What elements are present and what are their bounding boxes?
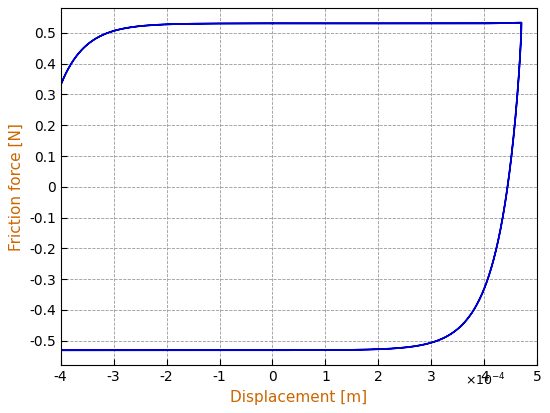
Y-axis label: Friction force [N]: Friction force [N] <box>8 123 23 251</box>
X-axis label: Displacement [m]: Displacement [m] <box>230 390 367 405</box>
Text: $\times 10^{-4}$: $\times 10^{-4}$ <box>465 372 506 388</box>
